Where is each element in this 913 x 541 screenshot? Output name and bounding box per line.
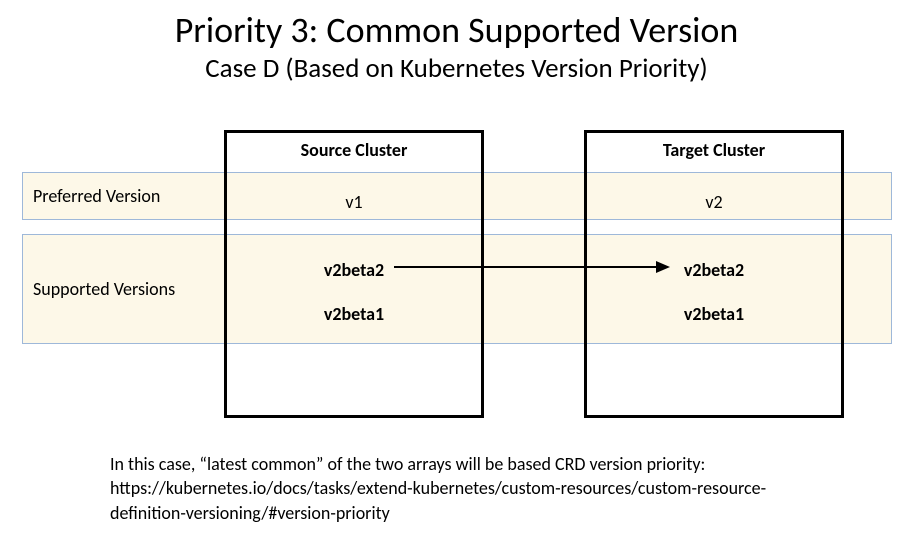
row-label-supported: Supported Versions (33, 278, 175, 300)
page-title: Priority 3: Common Supported Version (0, 8, 913, 52)
page-subtitle: Case D (Based on Kubernetes Version Prio… (0, 52, 913, 85)
source-cluster-box: Source Cluster v1 v2beta2 v2beta1 (224, 130, 484, 418)
source-cluster-header: Source Cluster (227, 139, 481, 161)
target-supported-2: v2beta1 (587, 303, 841, 325)
source-supported-1: v2beta2 (227, 259, 481, 281)
target-cluster-box: Target Cluster v2 v2beta2 v2beta1 (584, 130, 844, 418)
row-label-preferred: Preferred Version (33, 185, 160, 207)
footnote-text: In this case, “latest common” of the two… (110, 452, 830, 525)
source-preferred-value: v1 (227, 191, 481, 213)
target-preferred-value: v2 (587, 191, 841, 213)
source-supported-2: v2beta1 (227, 303, 481, 325)
match-arrow-head (656, 261, 670, 273)
target-supported-1: v2beta2 (587, 259, 841, 281)
match-arrow (394, 266, 656, 268)
target-cluster-header: Target Cluster (587, 139, 841, 161)
diagram-stage: Priority 3: Common Supported Version Cas… (0, 0, 913, 541)
